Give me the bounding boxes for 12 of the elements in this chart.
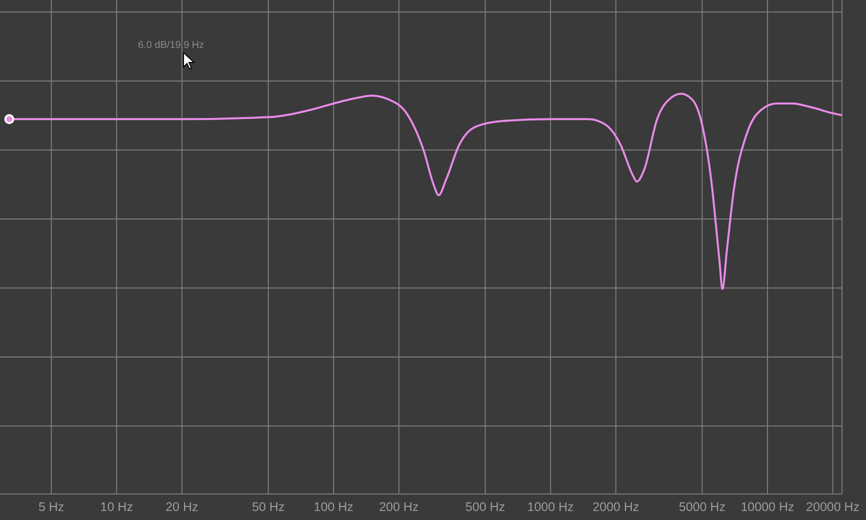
x-tick-label: 5000 Hz [678,500,726,514]
x-tick-label: 2000 Hz [592,500,640,514]
x-tick-label: 1000 Hz [527,500,574,514]
x-tick-label: 20000 Hz [806,500,860,514]
x-tick-label: 10 Hz [100,500,133,514]
x-tick-label: 50 Hz [252,500,285,514]
x-tick-label: 10000 Hz [740,500,794,514]
x-tick-label: 200 Hz [379,500,419,514]
x-tick-label: 500 Hz [465,500,506,514]
x-tick-label: 100 Hz [314,500,354,514]
x-tick-label: 5 Hz [38,500,64,514]
x-tick-label: 20 Hz [166,500,198,514]
